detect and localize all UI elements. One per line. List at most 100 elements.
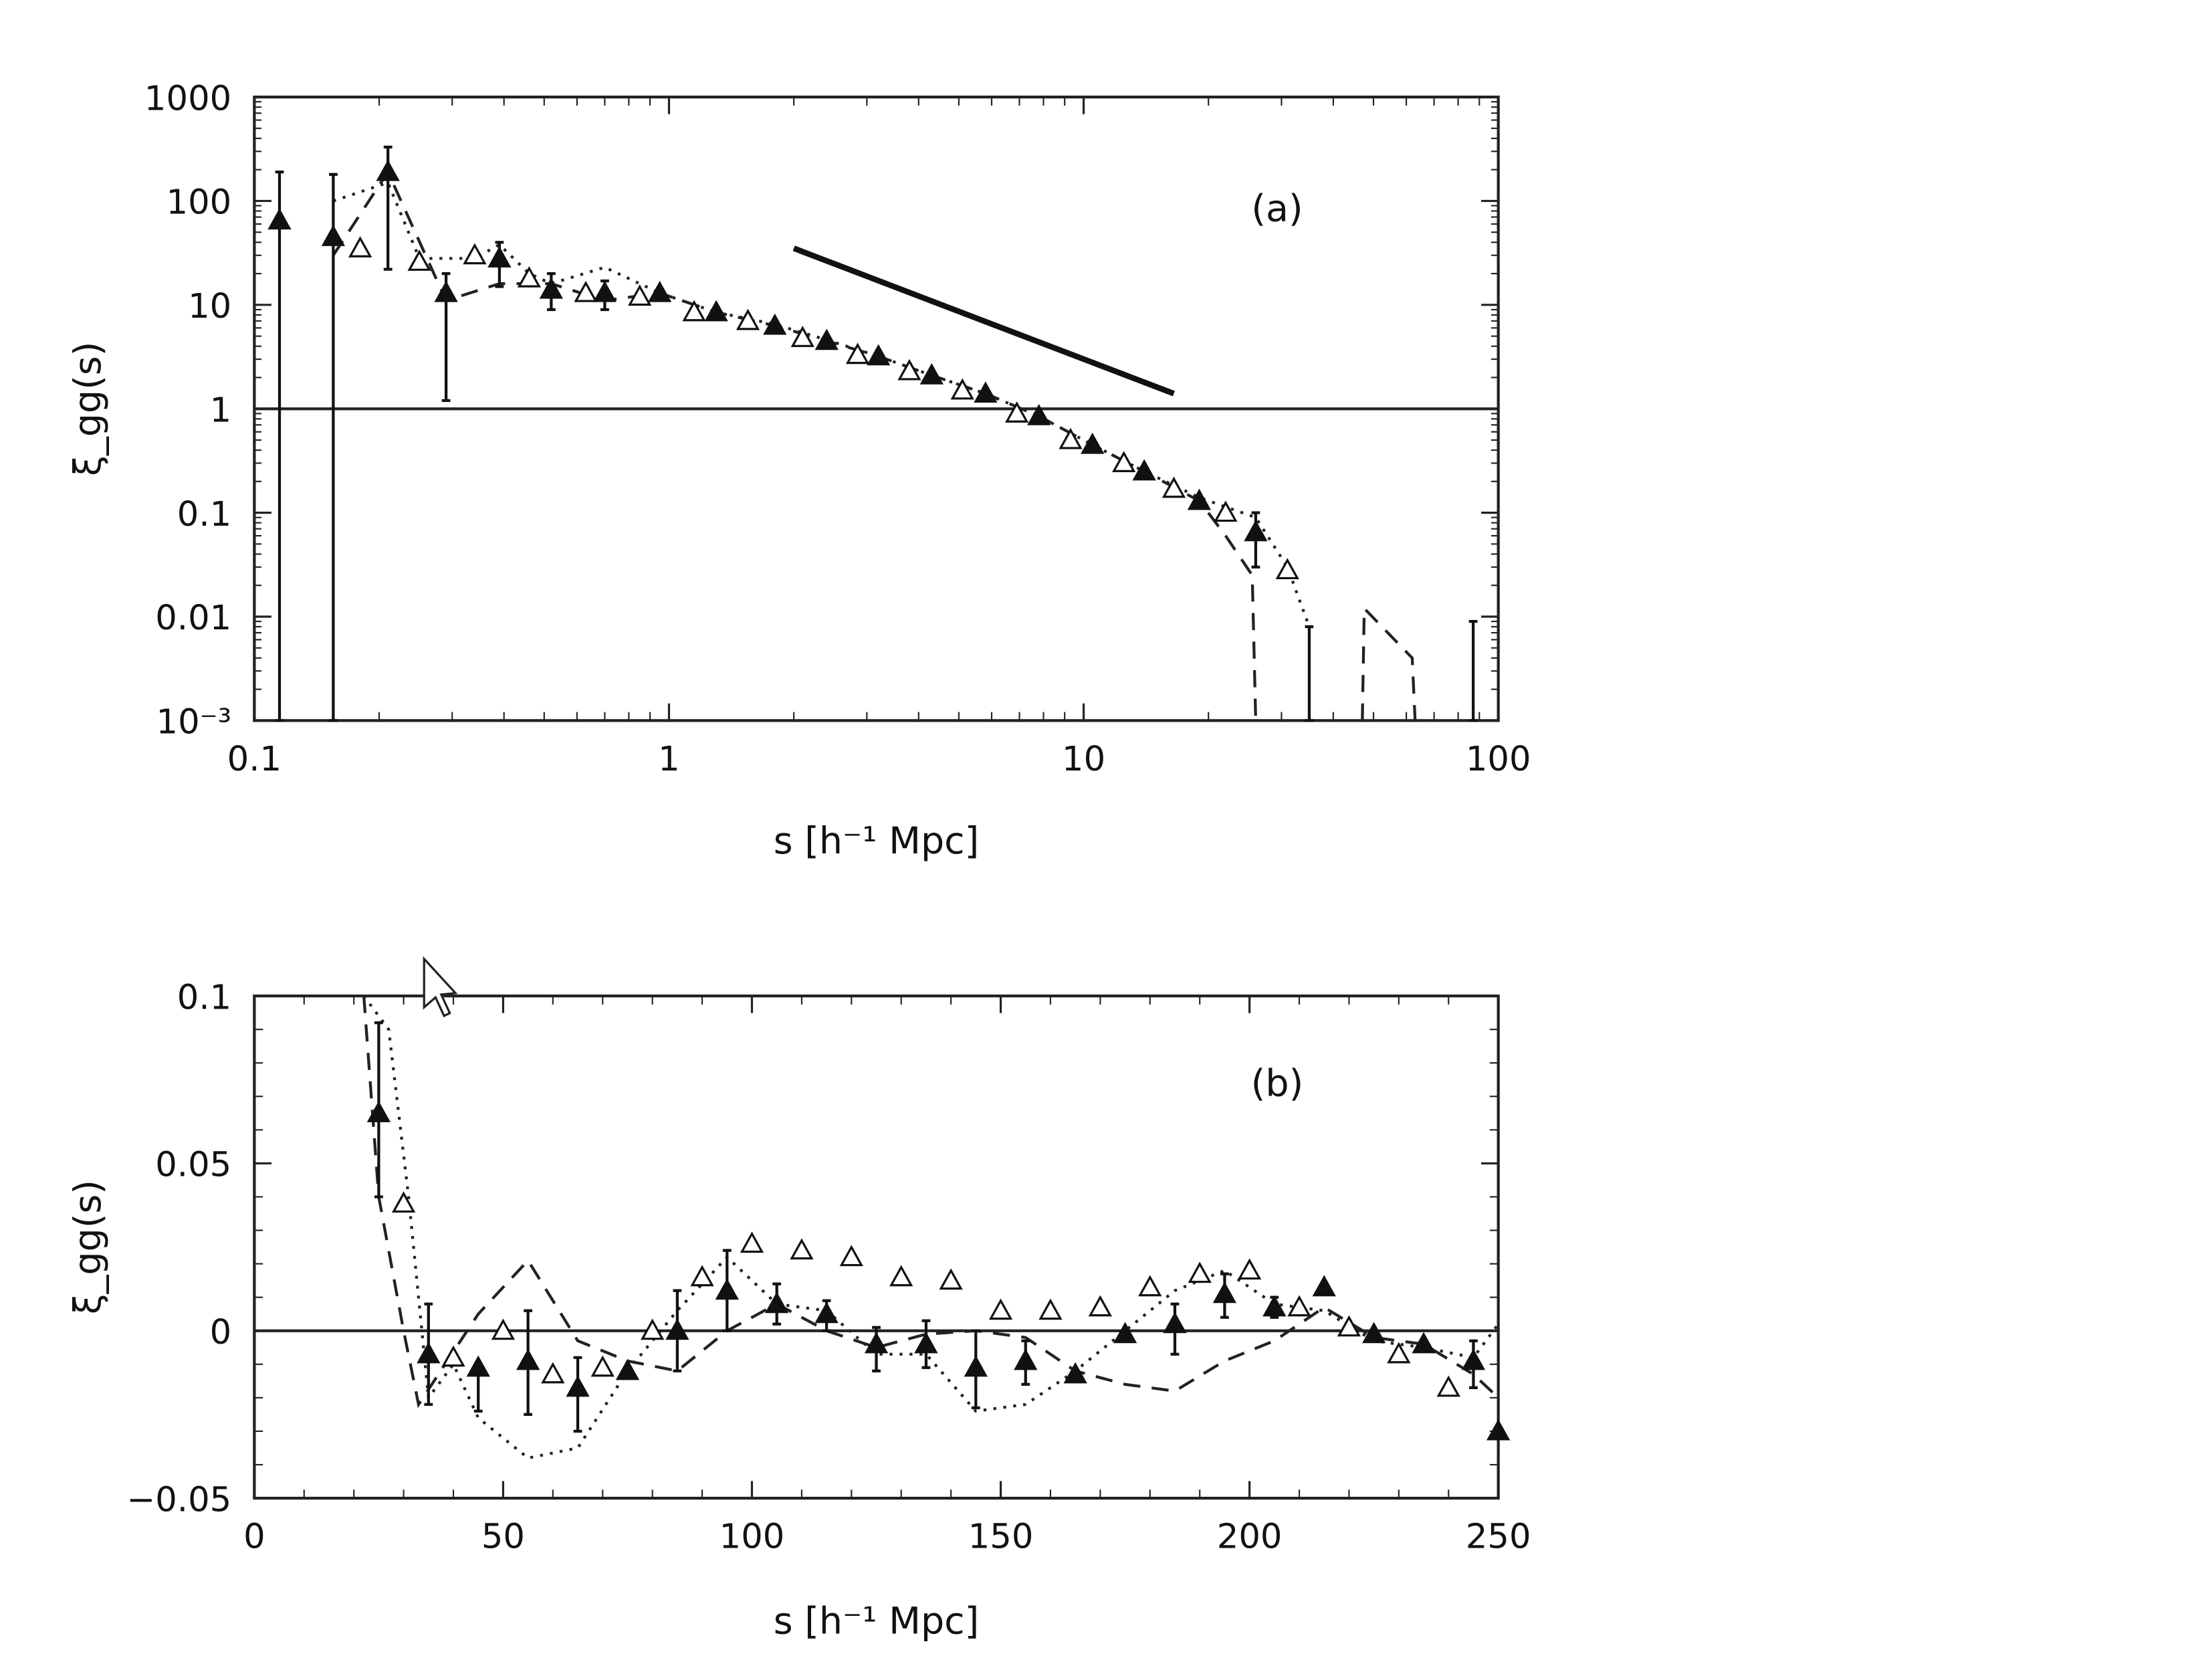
dashed-line-series — [362, 995, 1500, 1409]
filled-triangle-point — [466, 1355, 490, 1377]
open-triangle-point — [407, 249, 431, 271]
filled-triangle-point — [974, 381, 998, 403]
y-tick-label: −0.05 — [126, 1479, 231, 1520]
dashed-line-series — [332, 169, 1258, 721]
y-tick-label: 10 — [188, 286, 231, 326]
open-triangle-point — [736, 308, 760, 330]
open-triangle-point — [1287, 1295, 1311, 1317]
x-tick-label: 10 — [1062, 739, 1105, 779]
x-tick-label: 0.1 — [227, 739, 282, 779]
open-triangle-point — [1214, 500, 1238, 522]
open-triangle-point — [1162, 476, 1186, 498]
filled-triangle-point — [867, 344, 891, 366]
open-triangle-point — [1237, 1258, 1262, 1280]
mouse-cursor-icon — [423, 956, 458, 1018]
open-triangle-point — [790, 326, 814, 347]
filled-triangle-point — [321, 225, 346, 246]
open-triangle-point — [391, 1191, 416, 1213]
x-tick-label: 100 — [720, 1517, 785, 1557]
y-tick-label: 0 — [210, 1312, 232, 1352]
x-tick-label: 1 — [658, 739, 680, 779]
open-triangle-point — [1275, 558, 1299, 580]
filled-triangle-point — [1361, 1322, 1386, 1344]
y-tick-label: 0.1 — [177, 977, 231, 1017]
filled-triangle-point — [1312, 1275, 1336, 1297]
open-triangle-point — [790, 1238, 814, 1260]
open-triangle-point — [441, 1345, 465, 1367]
open-triangle-point — [839, 1245, 863, 1267]
open-triangle-point — [682, 300, 706, 322]
filled-triangle-point — [1063, 1362, 1087, 1384]
filled-triangle-point — [1412, 1332, 1436, 1354]
filled-triangle-point — [516, 1348, 540, 1370]
filled-triangle-point — [487, 246, 512, 268]
x-tick-label: 150 — [968, 1517, 1034, 1557]
y-tick-label: 1 — [210, 390, 232, 430]
open-triangle-point — [1088, 1295, 1113, 1317]
filled-triangle-point — [1163, 1312, 1187, 1334]
filled-triangle-point — [814, 1302, 839, 1324]
open-triangle-point — [1337, 1315, 1361, 1337]
filled-triangle-point — [1014, 1348, 1038, 1370]
panel-label: (a) — [1251, 188, 1303, 231]
filled-triangle-point — [919, 362, 944, 385]
filled-triangle-point — [1486, 1419, 1511, 1441]
open-triangle-point — [1188, 1261, 1212, 1283]
y-tick-label: 0.01 — [155, 598, 231, 638]
y-tick-label: 1000 — [144, 78, 231, 118]
panel-a-log-plot: 0.1 1 10 100 1000 100 10 1 0.1 0.01 10⁻³ s [h⁻¹ Mpc… — [67, 78, 1531, 862]
open-triangle-point — [1004, 401, 1029, 423]
open-triangle-point — [590, 1355, 615, 1377]
open-triangle-point — [988, 1298, 1013, 1320]
filled-triangle-point — [648, 280, 672, 302]
y-tick-label: 100 — [167, 183, 232, 223]
dotted-line-series — [332, 181, 1311, 627]
open-triangle-point — [574, 280, 598, 302]
x-tick-label: 250 — [1466, 1517, 1531, 1557]
filled-triangle-point — [715, 1278, 739, 1300]
filled-triangle-point — [1262, 1295, 1287, 1317]
filled-triangle-point — [814, 328, 839, 350]
dotted-line-series — [362, 995, 1500, 1460]
open-triangle-point — [463, 243, 487, 265]
open-triangle-point — [845, 342, 870, 365]
y-tick-label: 10⁻³ — [156, 702, 232, 742]
filled-triangle-point — [864, 1332, 889, 1354]
x-axis-label: s [h⁻¹ Mpc] — [774, 1600, 980, 1643]
open-triangle-point — [1387, 1342, 1411, 1364]
panel-label: (b) — [1251, 1062, 1303, 1105]
filled-triangle-point — [1113, 1322, 1137, 1344]
filled-triangle-point — [665, 1318, 689, 1340]
filled-triangle-point — [539, 277, 564, 299]
open-triangle-point — [740, 1231, 764, 1253]
filled-triangle-point — [434, 280, 458, 302]
open-triangle-point — [1436, 1375, 1460, 1397]
open-triangle-point — [641, 1318, 665, 1340]
panel-b-linear-plot: 0 50 100 150 200 250 0.1 0.05 0 −0.05 s [h⁻¹ Mpc] ξ… — [67, 977, 1531, 1643]
filled-triangle-point — [592, 280, 617, 302]
filled-triangle-point — [267, 208, 292, 230]
filled-triangle-point — [1461, 1348, 1486, 1370]
filled-triangle-point — [1132, 459, 1156, 481]
open-triangle-point — [541, 1362, 565, 1384]
y-tick-label: 0.1 — [177, 494, 231, 534]
open-triangle-point — [1138, 1275, 1162, 1297]
x-tick-label: 0 — [243, 1517, 265, 1557]
power-law-line — [792, 245, 1175, 397]
open-triangle-point — [517, 266, 541, 288]
y-axis-label: ξ_gg(s) — [67, 1180, 110, 1314]
filled-triangle-point — [964, 1355, 988, 1377]
open-triangle-point — [950, 378, 974, 400]
open-triangle-point — [939, 1268, 963, 1290]
filled-triangle-point — [763, 313, 787, 335]
x-tick-label: 200 — [1217, 1517, 1283, 1557]
open-triangle-point — [889, 1265, 913, 1287]
open-triangle-point — [1112, 451, 1136, 473]
filled-triangle-point — [1027, 403, 1051, 425]
filled-triangle-point — [1244, 520, 1268, 542]
open-triangle-point — [348, 236, 372, 257]
dashed-line-series — [1361, 605, 1417, 721]
filled-triangle-point — [704, 300, 728, 322]
filled-triangle-point — [376, 159, 400, 181]
